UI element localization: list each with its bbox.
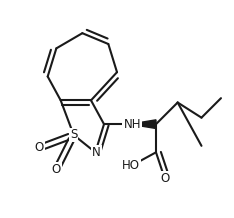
Text: NH: NH: [123, 118, 141, 131]
Text: N: N: [92, 146, 101, 159]
Text: S: S: [70, 128, 77, 141]
Polygon shape: [135, 120, 156, 128]
Text: HO: HO: [122, 159, 140, 172]
Text: O: O: [52, 163, 61, 176]
Text: O: O: [160, 172, 169, 185]
Text: O: O: [34, 141, 44, 155]
